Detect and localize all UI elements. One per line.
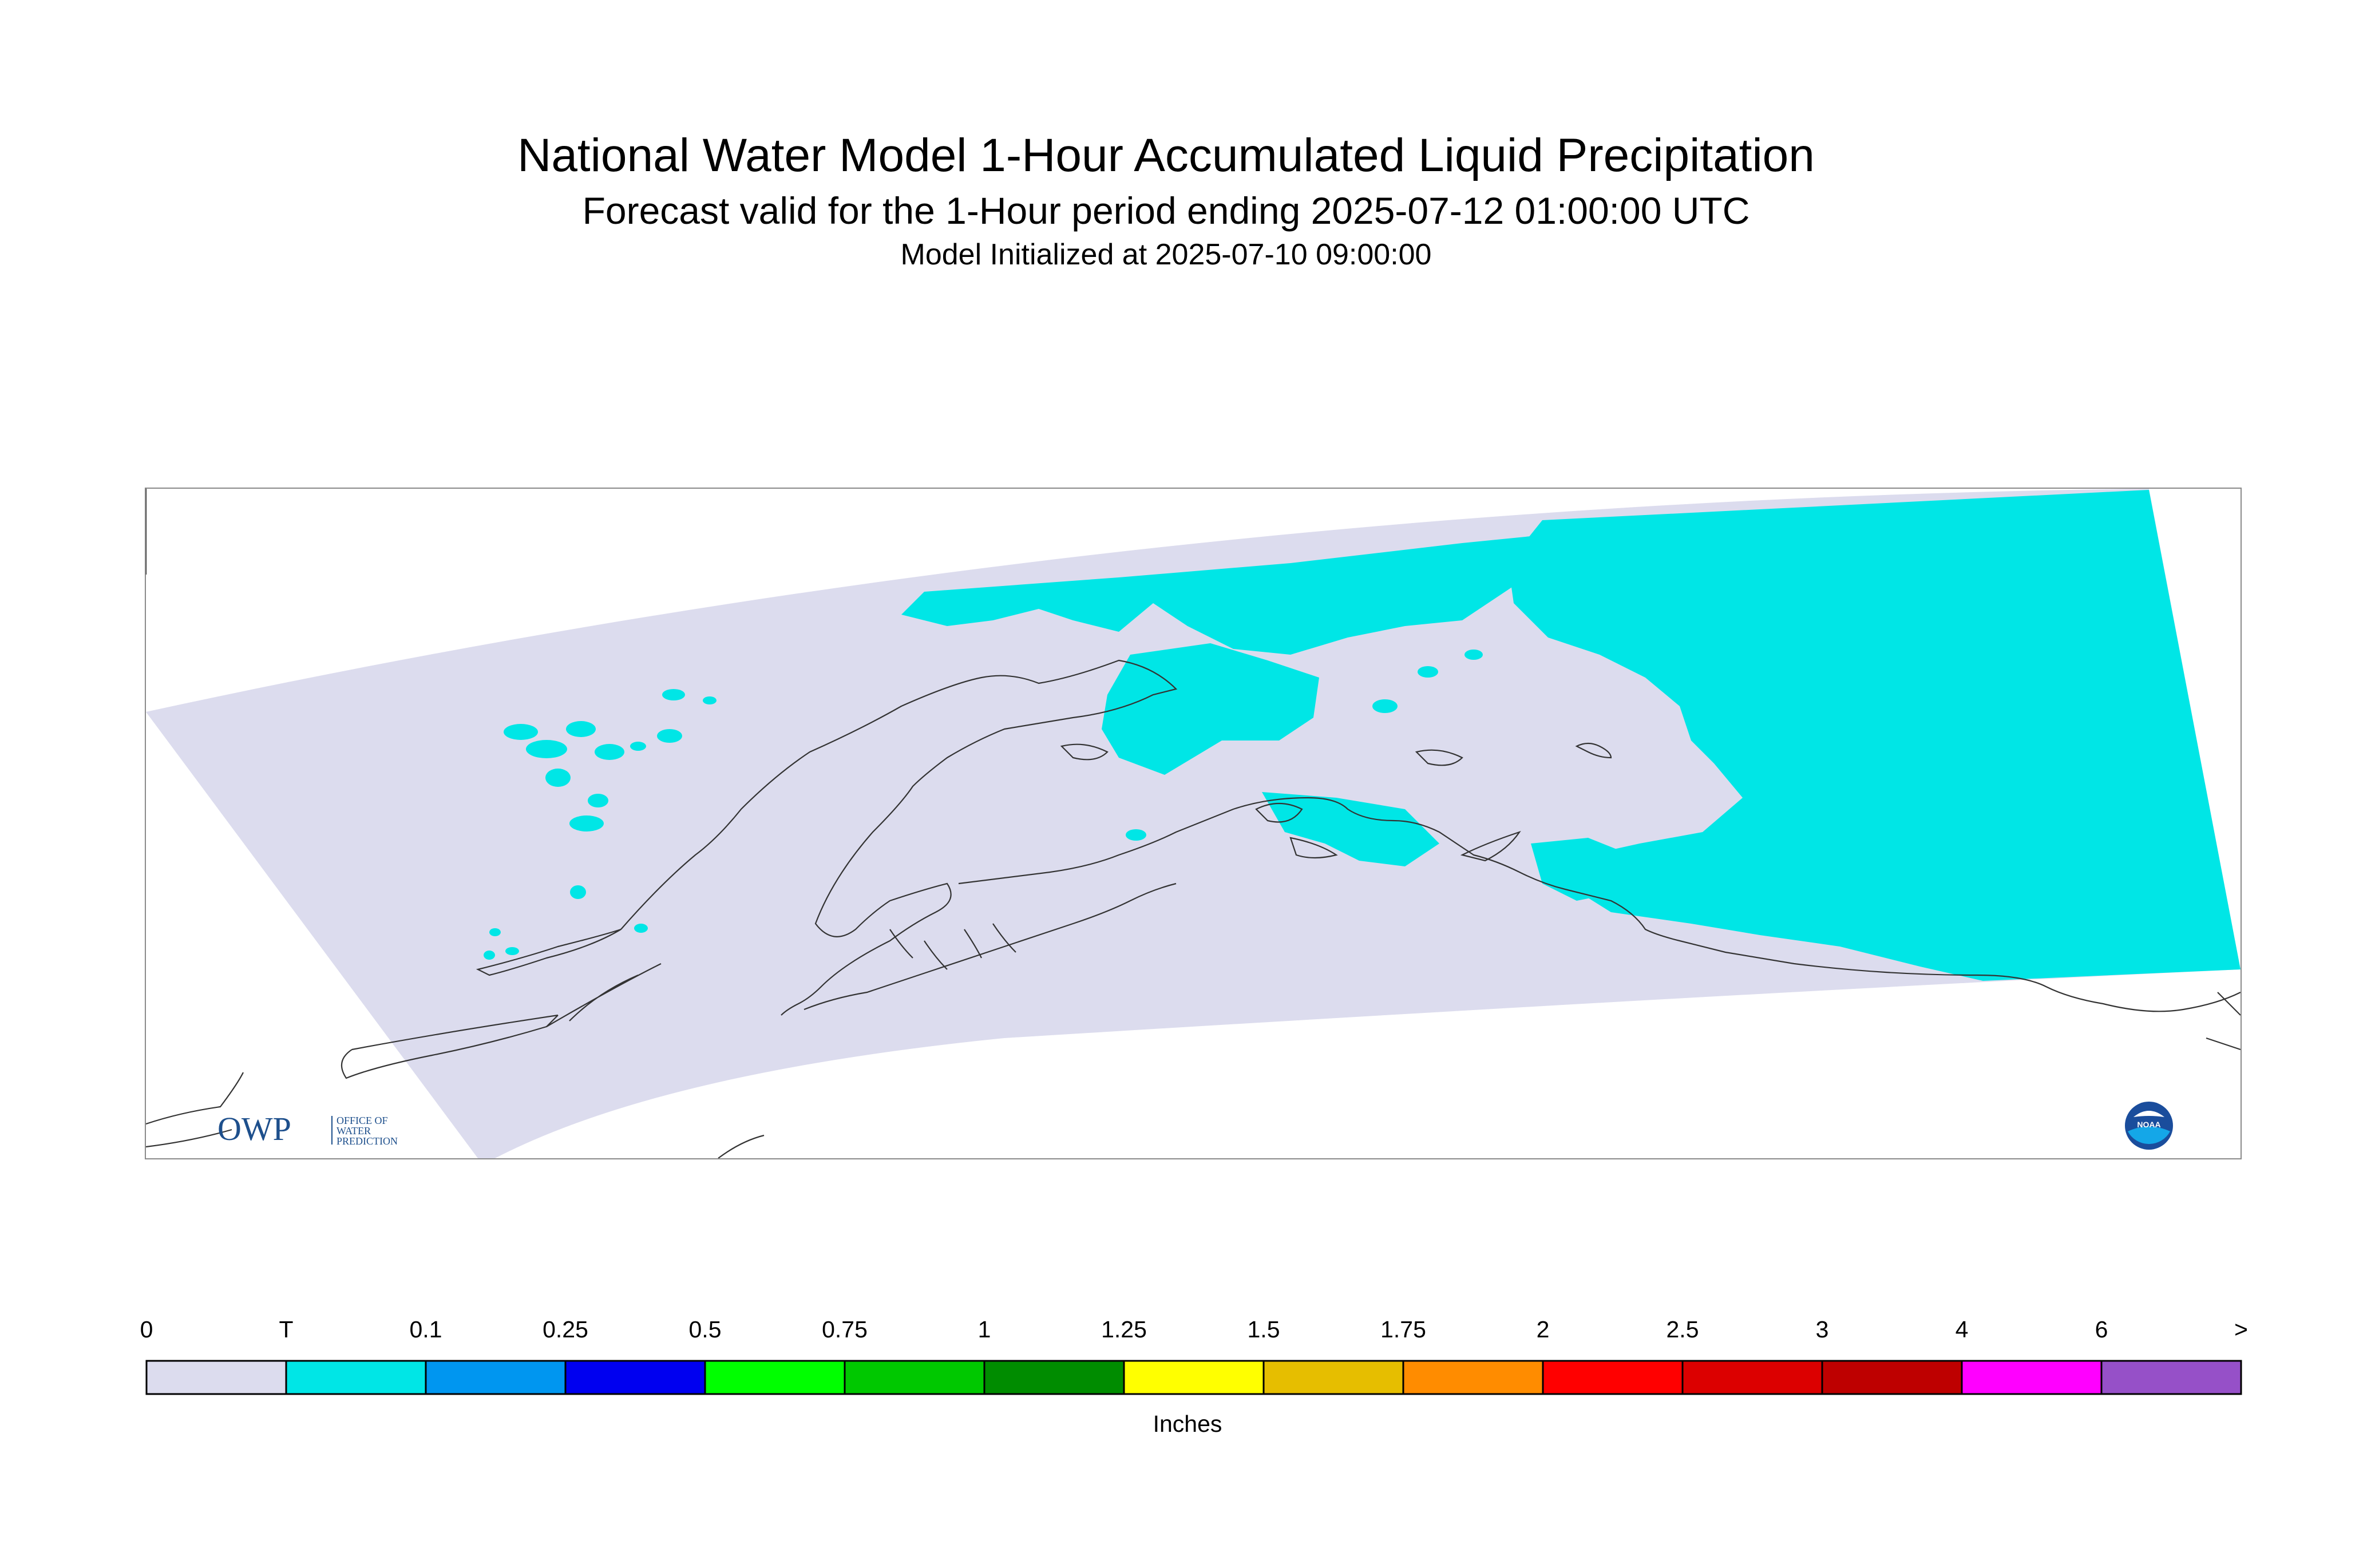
colorbar-tick-label: T bbox=[279, 1316, 294, 1343]
precip-cell bbox=[489, 928, 501, 936]
owp-logo-text: OWP bbox=[217, 1110, 291, 1147]
precip-cell bbox=[1372, 699, 1398, 713]
colorbar-tick-label: 0 bbox=[140, 1316, 153, 1343]
owp-logo-line1: OFFICE OF bbox=[337, 1115, 388, 1126]
precip-cell bbox=[484, 951, 495, 960]
precip-area-central bbox=[1102, 643, 1319, 775]
precip-cell bbox=[569, 815, 604, 831]
precip-cell bbox=[630, 742, 646, 751]
colorbar-bin bbox=[1961, 1360, 2103, 1395]
colorbar-bin bbox=[425, 1360, 567, 1395]
precip-cell bbox=[504, 724, 538, 740]
noaa-logo-mark: NOAA bbox=[2125, 1102, 2173, 1150]
colorbar-tick-label: 0.25 bbox=[543, 1316, 588, 1343]
colorbar-tick-label: 0.75 bbox=[822, 1316, 868, 1343]
precip-area-southeast-coast bbox=[1531, 838, 1645, 901]
colorbar-tick-label: 1.25 bbox=[1101, 1316, 1147, 1343]
coastline bbox=[146, 489, 2241, 1158]
precip-cell bbox=[570, 885, 586, 899]
owp-logo-mark: OWP OFFICE OF WATER PREDICTION bbox=[217, 1110, 398, 1147]
colorbar-tick-label: 0.5 bbox=[688, 1316, 722, 1343]
map-title: National Water Model 1-Hour Accumulated … bbox=[517, 129, 1815, 181]
noaa-logo: NOAA bbox=[2123, 1100, 2175, 1151]
precip-cell bbox=[1126, 829, 1146, 841]
precip-cell bbox=[545, 769, 571, 787]
colorbar-tick-label: 1 bbox=[977, 1316, 991, 1343]
colorbar-tick-label: 3 bbox=[1815, 1316, 1829, 1343]
precip-area-east bbox=[1508, 490, 2241, 981]
precip-cell bbox=[505, 947, 519, 955]
precip-cell bbox=[1464, 650, 1483, 660]
precip-cell bbox=[662, 689, 685, 700]
colorbar-bin bbox=[1262, 1360, 1404, 1395]
colorbar bbox=[145, 1360, 2242, 1395]
noaa-logo-text: NOAA bbox=[2137, 1120, 2160, 1129]
precip-cell bbox=[588, 794, 608, 807]
precip-cell bbox=[1418, 666, 1438, 678]
colorbar-unit-label: Inches bbox=[1153, 1411, 1222, 1437]
colorbar-bin bbox=[1542, 1360, 1684, 1395]
precip-cell bbox=[657, 729, 682, 743]
colorbar-tick-label: 6 bbox=[2095, 1316, 2108, 1343]
colorbar-bin bbox=[844, 1360, 985, 1395]
colorbar-tick-label: 0.1 bbox=[409, 1316, 442, 1343]
map-canvas[interactable] bbox=[146, 489, 2241, 1158]
colorbar-bin bbox=[285, 1360, 427, 1395]
colorbar-bin bbox=[1681, 1360, 1823, 1395]
colorbar-bin bbox=[1123, 1360, 1265, 1395]
colorbar-tick-label: 2 bbox=[1536, 1316, 1550, 1343]
colorbar-bin bbox=[983, 1360, 1125, 1395]
colorbar-tick-label: > bbox=[2234, 1316, 2248, 1343]
owp-logo-line2: WATER bbox=[337, 1125, 371, 1137]
precip-cell bbox=[703, 696, 717, 704]
colorbar-bin bbox=[704, 1360, 846, 1395]
owp-logo: OWP OFFICE OF WATER PREDICTION bbox=[217, 1110, 435, 1150]
precip-area-north bbox=[901, 534, 1548, 655]
map-panel[interactable] bbox=[145, 488, 2242, 1159]
precip-cell bbox=[595, 744, 624, 760]
colorbar-tick-label: 1.5 bbox=[1247, 1316, 1280, 1343]
colorbar-tick-label: 2.5 bbox=[1666, 1316, 1699, 1343]
colorbar-bin bbox=[2100, 1360, 2242, 1395]
precip-cell bbox=[634, 924, 648, 933]
map-subtitle: Forecast valid for the 1-Hour period end… bbox=[582, 189, 1750, 232]
precip-area-south-coast bbox=[1262, 792, 1439, 866]
colorbar-tick-label: 4 bbox=[1955, 1316, 1969, 1343]
colorbar-bin bbox=[145, 1360, 287, 1395]
model-initialized-label: Model Initialized at 2025-07-10 09:00:00 bbox=[900, 238, 1432, 271]
colorbar-bin bbox=[564, 1360, 706, 1395]
colorbar-tick-label: 1.75 bbox=[1380, 1316, 1426, 1343]
colorbar-bin bbox=[1821, 1360, 1963, 1395]
precip-cell bbox=[526, 740, 567, 758]
owp-logo-line3: PREDICTION bbox=[337, 1135, 398, 1147]
colorbar-bin bbox=[1402, 1360, 1544, 1395]
precip-cell bbox=[566, 721, 596, 737]
